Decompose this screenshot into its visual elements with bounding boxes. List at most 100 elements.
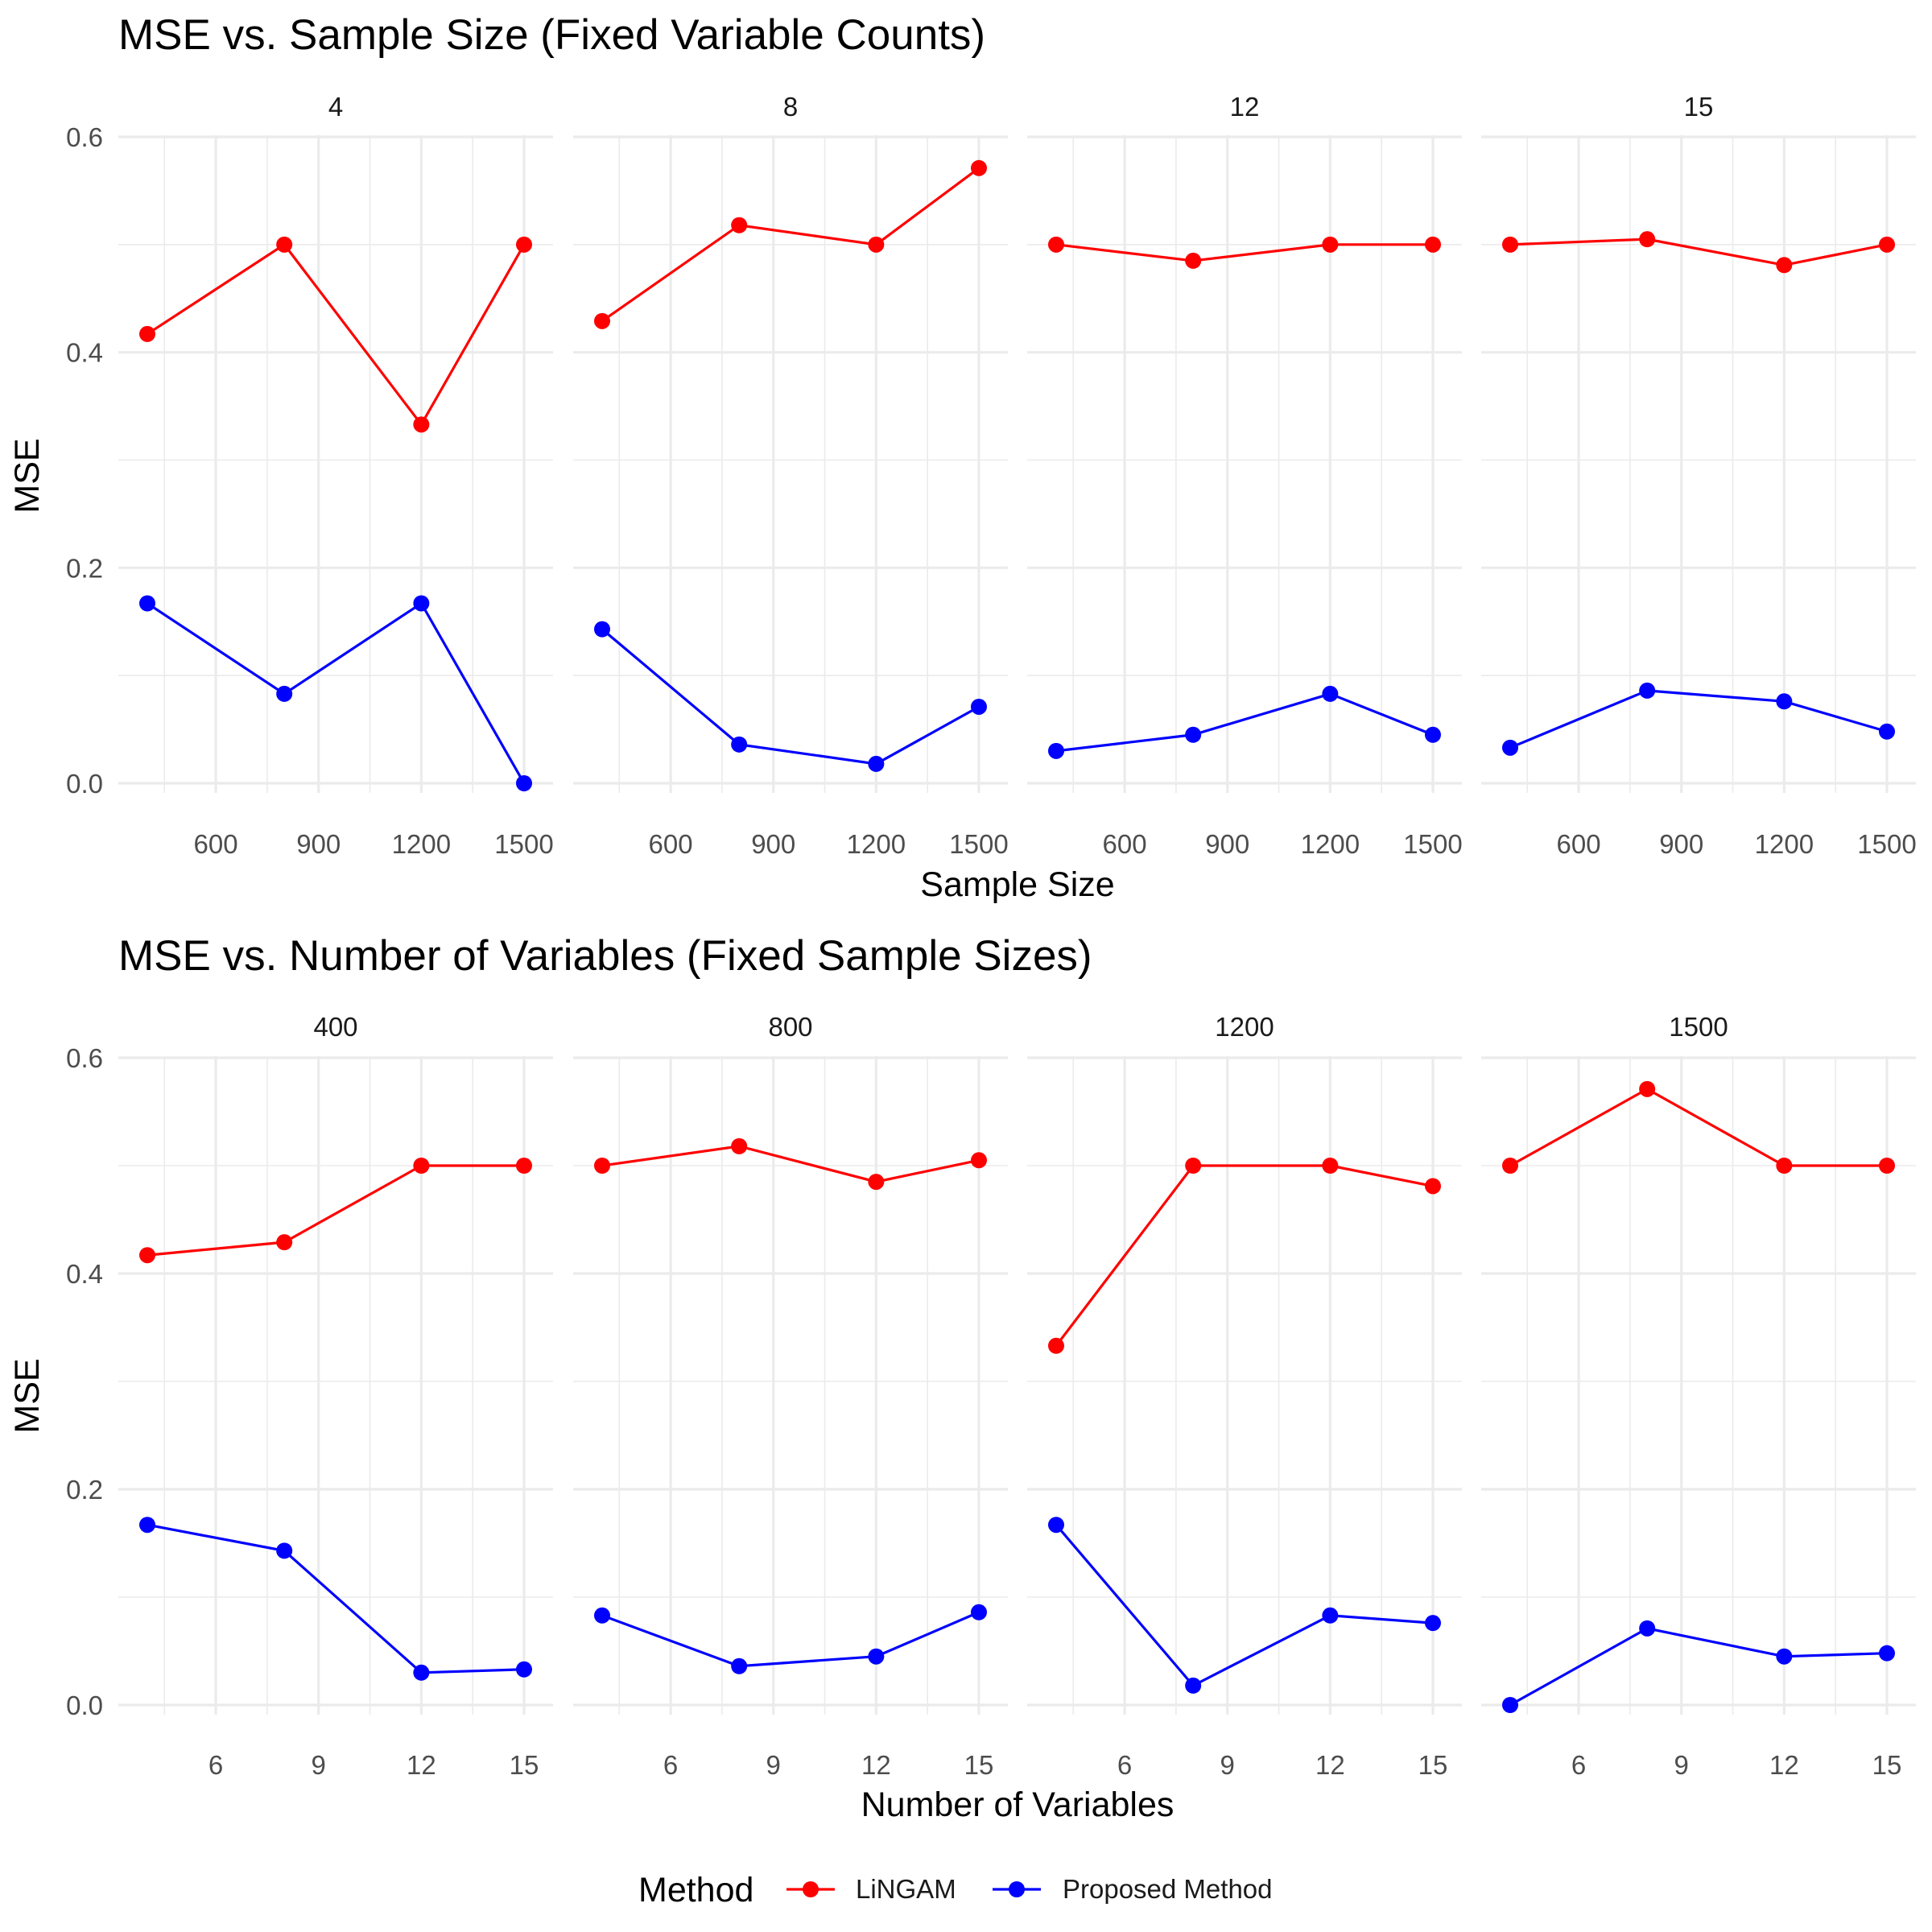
x-tick-label: 900 [751,829,795,859]
series-line [1055,1164,1434,1347]
y-tick-label: 0.4 [66,1259,103,1289]
series-line [1509,1627,1888,1707]
facet-panel: 6 9 12 15 1500 [1481,1012,1916,1780]
facet-panel: 600 900 1200 1500 8 [573,92,1009,859]
y-axis-title: MSE [8,438,47,513]
series-line [601,1145,980,1183]
data-point [868,1648,885,1665]
data-point [1879,1158,1895,1174]
data-point [1048,1337,1064,1354]
data-point [971,159,987,176]
data-point [1322,1607,1339,1624]
data-point [276,1234,293,1251]
data-point [413,1158,430,1174]
data-point [1425,1178,1441,1195]
data-point [594,1607,610,1624]
data-point [276,1542,293,1559]
series-line [1509,1088,1887,1167]
y-tick-label: 0.4 [66,338,103,368]
legend-title: Method [638,1871,753,1909]
data-point [731,1657,748,1674]
data-point [276,236,293,253]
legend-key-point [803,1881,819,1897]
y-tick-label: 0.2 [66,1475,103,1505]
x-tick-label: 600 [1103,829,1147,859]
data-point [1322,1158,1339,1174]
data-point [516,1158,532,1174]
data-point [1425,726,1441,743]
facet-strip-label: 400 [313,1012,357,1042]
y-tick-label: 0.0 [66,1690,103,1720]
facet-chart-1: MSE vs. Sample Size (Fixed Variable Coun… [8,11,1917,904]
facet-strip-label: 1200 [1215,1012,1274,1042]
series-line [1509,237,1888,266]
data-point [413,1664,430,1681]
facet-strip-label: 12 [1230,92,1260,122]
x-tick-label: 1500 [1403,829,1462,859]
y-tick-label: 0.0 [66,769,103,799]
x-tick-label: 9 [1220,1750,1235,1780]
facet-strip-label: 1500 [1669,1012,1728,1042]
facet-panel: 6 9 12 15 1200 [1027,1012,1462,1780]
data-point [1502,739,1518,756]
data-point [1185,726,1202,743]
data-point [594,621,610,638]
data-point [971,698,987,715]
x-tick-label: 9 [312,1750,326,1780]
data-point [1639,1080,1656,1097]
series-line [147,242,526,427]
data-point [1776,693,1793,710]
series-line [1509,689,1888,749]
x-tick-label: 15 [964,1750,994,1780]
facet-panel: 6 9 12 15 800 [573,1012,1008,1780]
data-point [1425,1615,1441,1632]
facet-panel: 600 900 1200 1500 4 [118,92,554,859]
data-point [139,325,155,342]
legend-label: Proposed Method [1063,1874,1273,1904]
legend-item: Proposed Method [993,1874,1273,1904]
data-point [1776,1158,1793,1174]
data-point [1502,1697,1518,1713]
x-axis-title: Number of Variables [861,1785,1174,1824]
legend-item: LiNGAM [786,1874,956,1904]
x-tick-label: 6 [1117,1750,1132,1780]
data-point [516,775,532,791]
facet-strip-label: 15 [1684,92,1714,122]
data-point [1185,1158,1202,1174]
data-point [868,236,885,253]
data-point [1048,236,1064,253]
data-point [731,1137,748,1154]
data-point [516,1661,532,1678]
facet-chart-2: MSE vs. Number of Variables (Fixed Sampl… [8,932,1916,1824]
data-point [1776,1648,1793,1665]
series-line [147,1523,525,1674]
data-point [413,595,430,612]
data-point [868,1174,885,1191]
series-line [601,1611,980,1668]
data-point [1639,682,1656,699]
x-tick-label: 9 [766,1750,781,1780]
data-point [971,1604,987,1620]
x-tick-label: 1200 [847,829,906,859]
data-point [139,595,155,612]
legend: Method LiNGAM Proposed Method [638,1871,1273,1909]
data-point [1776,257,1793,274]
data-point [516,236,532,253]
x-tick-label: 6 [663,1750,678,1780]
data-point [1879,723,1895,740]
facet-panel: 6 9 12 15 400 [118,1012,553,1780]
x-tick-label: 6 [208,1750,223,1780]
series-line [1055,1524,1434,1687]
x-tick-label: 1500 [949,829,1008,859]
data-point [1879,236,1895,253]
data-point [276,685,293,702]
legend-key-point [1009,1881,1025,1897]
x-tick-label: 12 [1769,1750,1799,1780]
data-point [1879,1645,1895,1662]
series-line [147,601,526,784]
x-tick-label: 1200 [1301,829,1360,859]
x-tick-label: 12 [1315,1750,1345,1780]
data-point [594,1158,610,1174]
